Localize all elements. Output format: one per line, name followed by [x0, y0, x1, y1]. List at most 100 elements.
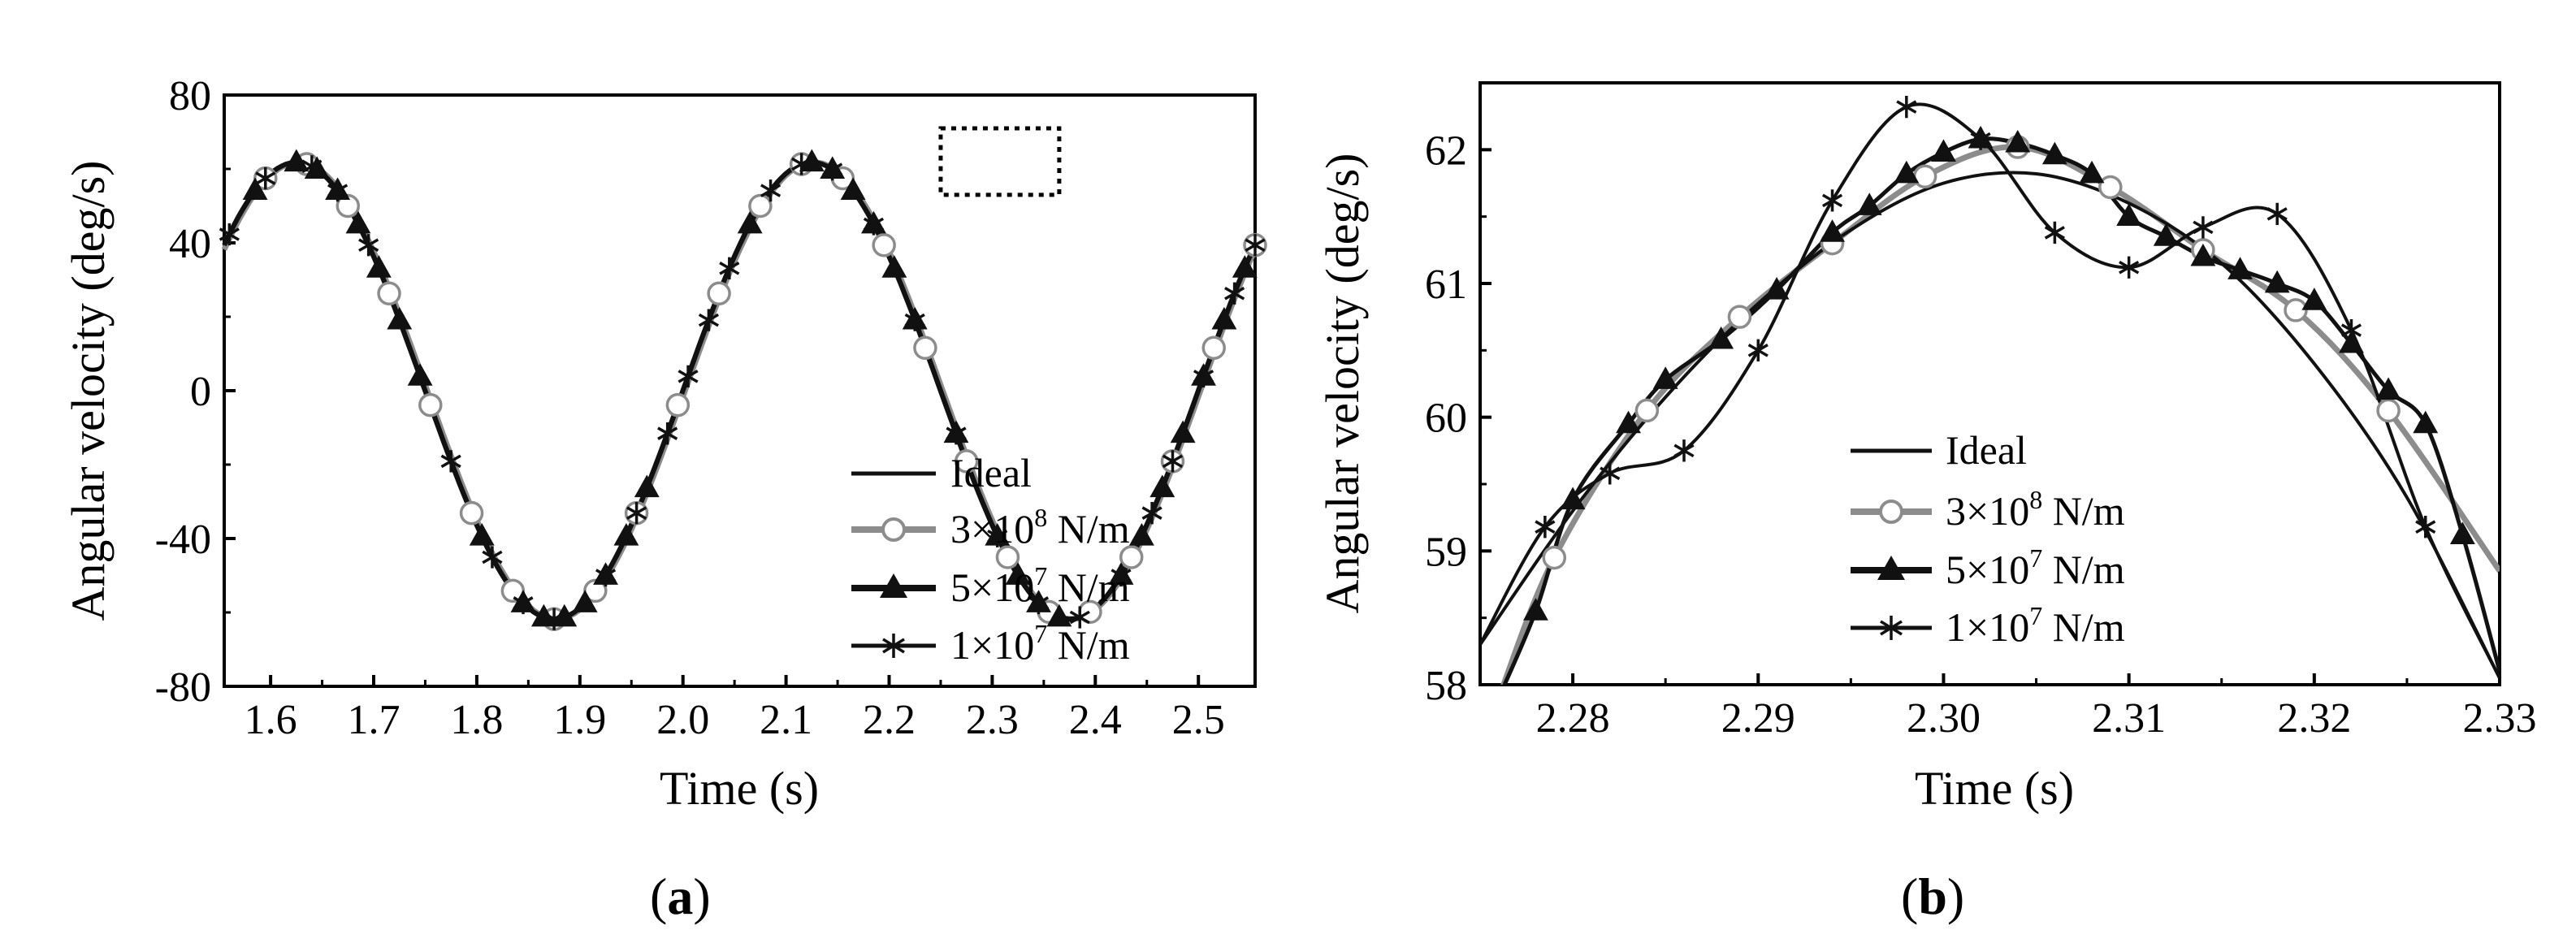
panel-a-marker-3e8	[913, 335, 937, 361]
panel-a-marker-5e7	[242, 177, 268, 200]
panel-a-marker-5e7	[284, 149, 310, 172]
legend-b-ideal-label: Ideal	[1946, 427, 2027, 473]
panel-a-marker-1e7	[863, 213, 885, 236]
panel-a-x-tick-label: 2.4	[1069, 697, 1122, 743]
panel-a-ticks	[224, 93, 1201, 688]
panel-b-marker-1e7	[2044, 221, 2065, 244]
panel-a-marker-1e7	[1162, 450, 1184, 473]
panel-a-chart: 1.6 1.7 1.8 1.9 2.0 2.1 2.2 2.3 2.4 2.5 -80 -40 0 40…	[62, 73, 1267, 925]
legend-a-k2-label: 5×107 N/m	[950, 561, 1130, 610]
panel-a-legend: Ideal 3×108 N/m 5×107 N/m 1×107 N/m	[851, 450, 1130, 668]
panel-a-marker-1e7	[513, 591, 534, 615]
panel-a-marker-1e7	[1141, 502, 1162, 525]
panel-b-marker-5e7	[1616, 410, 1641, 434]
panel-a-marker-1e7	[219, 223, 240, 246]
legend-a-k3-marker	[882, 634, 905, 658]
panel-a-marker-3e8	[995, 545, 1020, 569]
panel-b-marker-3e8	[2284, 298, 2308, 322]
panel-b-marker-5e7	[2227, 257, 2253, 279]
panel-a-marker-3e8	[665, 392, 691, 417]
panel-a-marker-1e7	[760, 179, 781, 202]
panel-b-x-tick-label: 2.29	[1721, 695, 1795, 742]
panel-a-marker-3e8	[377, 281, 401, 306]
panel-b-marker-1e7	[1673, 439, 1695, 462]
panel-b-marker-5e7	[1708, 326, 1734, 349]
panel-a-marker-5e7	[1170, 420, 1196, 443]
panel-a-marker-1e7	[791, 153, 812, 175]
legend-b-k3-marker	[1880, 616, 1903, 640]
panel-a-marker-5e7	[881, 255, 907, 278]
panel-a-marker-3e8	[418, 392, 443, 417]
panel-a-marker-5e7	[469, 522, 495, 546]
panel-a-marker-1e7	[1224, 282, 1245, 305]
panel-a-marker-1e7	[301, 155, 323, 178]
panel-b-marker-5e7	[2339, 330, 2364, 353]
panel-a-x-tick-label: 1.8	[450, 697, 503, 743]
panel-b-x-tick-label: 2.28	[1536, 695, 1610, 742]
panel-a-marker-1e7	[987, 525, 1008, 547]
panel-a-marker-5e7	[1211, 306, 1237, 330]
panel-b-marker-1e7	[1896, 95, 1917, 119]
panel-b-y-tick-label: 58	[1425, 663, 1467, 709]
panel-a-x-tick-label: 2.0	[656, 697, 709, 743]
panel-b-marker-5e7	[1856, 192, 1882, 215]
panel-b-marker-1e7	[2340, 318, 2362, 342]
legend-b-k1-label: 3×108 N/m	[1946, 485, 2125, 534]
panel-a-marker-5e7	[1128, 522, 1154, 546]
panel-a-marker-1e7	[904, 309, 925, 331]
panel-a-x-tick-label: 2.2	[863, 697, 916, 743]
panel-a-y-tick-label: -40	[155, 517, 211, 563]
panel-a-series-markers	[219, 149, 1267, 631]
panel-a-marker-1e7	[946, 422, 967, 445]
panel-a-marker-5e7	[345, 210, 371, 234]
panel-b-marker-5e7	[1764, 276, 1790, 300]
panel-a-marker-3e8	[954, 449, 979, 474]
panel-a-y-tick-label: 40	[169, 221, 211, 267]
panel-a-marker-1e7	[1110, 564, 1132, 587]
panel-b-marker-5e7	[2005, 129, 2031, 153]
panel-b-legend: Ideal 3×108 N/m 5×107 N/m 1×107 N/m	[1851, 427, 2125, 650]
panel-a-marker-1e7	[657, 422, 678, 445]
panel-a-marker-1e7	[595, 564, 617, 587]
panel-a-marker-1e7	[327, 179, 349, 202]
panel-b-chart: 2.28 2.29 2.30 2.31 2.32 2.33 58 59 60 61 62 Time…	[1316, 81, 2537, 925]
panel-a-marker-1e7	[440, 450, 461, 473]
panel-a-y-axis-title: Angular velocity (deg/s)	[62, 161, 115, 621]
panel-a-marker-5e7	[1149, 474, 1175, 498]
panel-a-x-axis-title: Time (s)	[660, 762, 819, 815]
panel-a-y-tick-label: 80	[169, 73, 211, 119]
panel-a-marker-5e7	[840, 177, 866, 200]
panel-a-marker-3e8	[872, 233, 896, 257]
panel-a-marker-1e7	[482, 546, 503, 569]
panel-b-marker-1e7	[2193, 216, 2214, 239]
panel-a-y-tick-label: 0	[190, 369, 211, 415]
panel-b-marker-1e7	[1535, 516, 1556, 539]
panel-b-marker-5e7	[2041, 141, 2067, 165]
legend-a-k2-marker	[880, 573, 907, 598]
panel-b-marker-5e7	[1560, 487, 1586, 510]
panel-b-marker-5e7	[1523, 598, 1548, 621]
panel-a-marker-5e7	[407, 363, 433, 386]
panel-a-x-tick-label: 1.6	[245, 697, 297, 743]
panel-a-marker-1e7	[698, 309, 720, 331]
panel-b-marker-5e7	[2449, 521, 2475, 544]
panel-b-marker-5e7	[2413, 410, 2439, 434]
panel-b-marker-3e8	[1634, 398, 1660, 423]
panel-a-x-tick-label: 2.3	[966, 697, 1019, 743]
panel-b-marker-3e8	[1542, 545, 1567, 570]
panel-a-marker-3e8	[336, 193, 361, 218]
panel-a-marker-5e7	[1232, 255, 1258, 278]
panel-b-marker-3e8	[2098, 175, 2123, 200]
panel-a-marker-3e8	[1201, 335, 1226, 361]
panel-b-x-tick-label: 2.30	[1907, 695, 1981, 742]
panel-b-marker-3e8	[2376, 398, 2401, 423]
panel-a-marker-5e7	[634, 474, 660, 498]
panel-b-y-tick-labels: 58 59 60 61 62	[1425, 128, 1467, 709]
panel-a-y-tick-label: -80	[155, 664, 211, 711]
panel-a-marker-5e7	[613, 522, 639, 546]
panel-a-x-tick-label: 1.7	[348, 697, 400, 743]
panel-a-marker-5e7	[1005, 562, 1031, 585]
panel-b-x-axis-title: Time (s)	[1915, 762, 2074, 815]
panel-a-marker-5e7	[737, 210, 763, 234]
panel-b-marker-1e7	[1600, 462, 1621, 485]
